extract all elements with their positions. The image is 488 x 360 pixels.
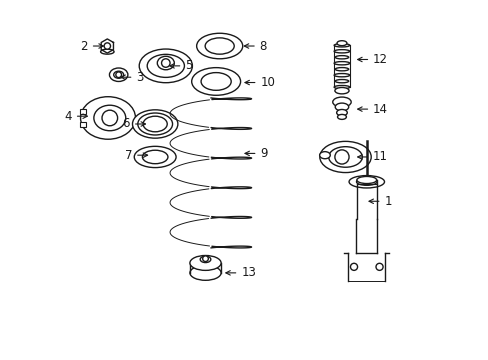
Text: 2: 2 <box>80 40 103 53</box>
Text: 3: 3 <box>121 71 143 84</box>
Ellipse shape <box>134 146 176 168</box>
Ellipse shape <box>200 256 210 262</box>
Text: 13: 13 <box>225 266 256 279</box>
Ellipse shape <box>333 62 349 65</box>
Ellipse shape <box>337 114 346 120</box>
Ellipse shape <box>333 73 349 77</box>
Ellipse shape <box>191 68 240 95</box>
Text: 11: 11 <box>357 150 387 163</box>
Polygon shape <box>101 39 113 53</box>
Text: 12: 12 <box>357 53 387 66</box>
Ellipse shape <box>205 38 234 54</box>
Ellipse shape <box>189 256 221 270</box>
Ellipse shape <box>132 110 178 138</box>
Circle shape <box>350 263 357 270</box>
Ellipse shape <box>328 147 362 167</box>
Circle shape <box>116 72 121 77</box>
Text: 7: 7 <box>124 149 147 162</box>
Ellipse shape <box>147 54 184 77</box>
Ellipse shape <box>157 56 174 70</box>
Circle shape <box>375 263 382 270</box>
Text: 6: 6 <box>122 117 145 130</box>
Circle shape <box>161 59 170 67</box>
Text: 8: 8 <box>244 40 266 53</box>
Ellipse shape <box>94 105 125 131</box>
Ellipse shape <box>334 87 348 94</box>
Circle shape <box>202 256 208 261</box>
Ellipse shape <box>142 150 167 164</box>
Text: 4: 4 <box>64 110 87 123</box>
Circle shape <box>104 43 110 49</box>
Ellipse shape <box>81 97 135 139</box>
Ellipse shape <box>348 176 384 188</box>
Ellipse shape <box>138 113 172 135</box>
Text: 9: 9 <box>244 147 267 160</box>
Ellipse shape <box>356 178 376 185</box>
Ellipse shape <box>319 141 370 172</box>
Ellipse shape <box>189 265 221 280</box>
Text: 10: 10 <box>244 76 275 89</box>
Ellipse shape <box>319 152 329 159</box>
Ellipse shape <box>196 33 242 59</box>
Ellipse shape <box>101 49 114 54</box>
Ellipse shape <box>333 50 349 53</box>
Circle shape <box>334 150 348 164</box>
Text: 14: 14 <box>357 103 387 116</box>
Bar <box>80 122 86 127</box>
Ellipse shape <box>114 71 123 78</box>
Ellipse shape <box>333 85 349 89</box>
Bar <box>80 109 86 114</box>
Ellipse shape <box>109 68 128 81</box>
Ellipse shape <box>335 103 348 111</box>
Ellipse shape <box>356 176 376 184</box>
Ellipse shape <box>201 73 231 90</box>
Ellipse shape <box>143 116 167 132</box>
Ellipse shape <box>336 41 346 46</box>
Text: 5: 5 <box>169 59 192 72</box>
Text: 1: 1 <box>368 195 391 208</box>
Ellipse shape <box>333 44 349 47</box>
Ellipse shape <box>336 109 346 116</box>
Ellipse shape <box>139 49 192 83</box>
Ellipse shape <box>332 97 350 107</box>
Circle shape <box>102 110 118 126</box>
Ellipse shape <box>335 80 348 83</box>
Ellipse shape <box>335 68 348 71</box>
Ellipse shape <box>335 55 348 59</box>
